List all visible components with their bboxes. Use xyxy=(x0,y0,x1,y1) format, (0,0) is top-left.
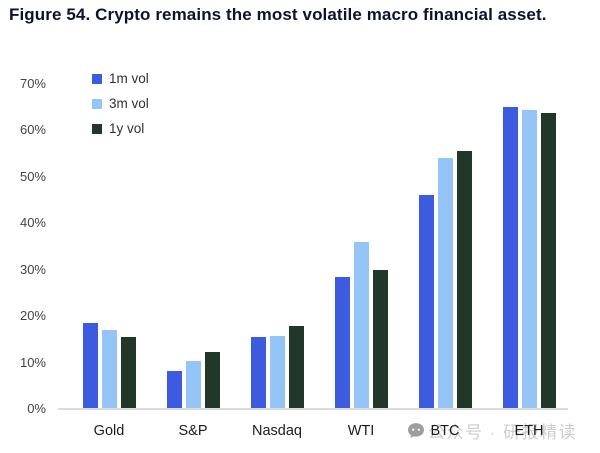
legend-swatch-icon xyxy=(92,123,102,134)
legend-label: 1m vol xyxy=(109,71,149,86)
bar-group-nasdaq xyxy=(250,326,304,409)
bar-1m-nasdaq xyxy=(250,337,266,409)
legend-item-1y: 1y vol xyxy=(92,116,149,141)
bar-1y-eth xyxy=(540,113,556,409)
legend-label: 3m vol xyxy=(109,96,149,111)
x-axis-line xyxy=(58,408,568,410)
y-tick-label: 50% xyxy=(19,168,46,184)
watermark: 公众号 · 研报精读 xyxy=(406,418,577,443)
bar-group-gold xyxy=(82,323,136,409)
bar-1m-wti xyxy=(334,277,350,409)
y-tick-label: 20% xyxy=(19,308,46,324)
bar-1y-nasdaq xyxy=(288,326,304,409)
legend-label: 1y vol xyxy=(109,121,145,136)
bar-3m-gold xyxy=(101,330,117,409)
bar-3m-wti xyxy=(353,242,369,409)
y-tick-label: 10% xyxy=(19,354,46,370)
plot-area xyxy=(60,84,567,409)
legend-item-3m: 3m vol xyxy=(92,91,149,116)
bar-1m-sp xyxy=(166,371,182,409)
wechat-chat-bubble-icon xyxy=(408,422,424,438)
bar-3m-nasdaq xyxy=(269,336,285,409)
bar-group-wti xyxy=(334,242,388,409)
y-tick-label: 0% xyxy=(27,401,46,416)
bar-group-btc xyxy=(418,151,472,409)
watermark-text: 公众号 · 研报精读 xyxy=(428,423,578,442)
bar-1y-gold xyxy=(120,337,136,409)
legend-swatch-icon xyxy=(92,98,102,109)
bar-3m-eth xyxy=(521,110,537,409)
y-tick-label: 60% xyxy=(19,122,46,138)
legend-item-1m: 1m vol xyxy=(92,66,149,91)
x-axis-label-nasdaq: Nasdaq xyxy=(252,423,302,439)
figure-title: Figure 54. Crypto remains the most volat… xyxy=(9,5,547,24)
bar-1m-gold xyxy=(82,323,98,409)
x-axis-label-gold: Gold xyxy=(93,423,125,439)
y-tick-label: 30% xyxy=(19,261,46,277)
legend: 1m vol 3m vol 1y vol xyxy=(92,66,149,141)
bar-1y-btc xyxy=(456,151,472,409)
legend-swatch-icon xyxy=(92,73,102,84)
bar-group-sp xyxy=(166,352,220,409)
bar-1y-wti xyxy=(372,270,388,409)
y-tick-label: 40% xyxy=(19,215,46,231)
y-tick-label: 70% xyxy=(19,76,46,91)
bar-1y-sp xyxy=(204,352,220,409)
bar-group-eth xyxy=(502,107,556,409)
x-axis-label-wti: WTI xyxy=(347,423,375,439)
bar-1m-eth xyxy=(502,107,518,409)
bar-3m-btc xyxy=(437,158,453,409)
bar-3m-sp xyxy=(185,361,201,409)
bar-1m-btc xyxy=(418,195,434,409)
x-axis-label-sp: S&P xyxy=(178,423,208,439)
